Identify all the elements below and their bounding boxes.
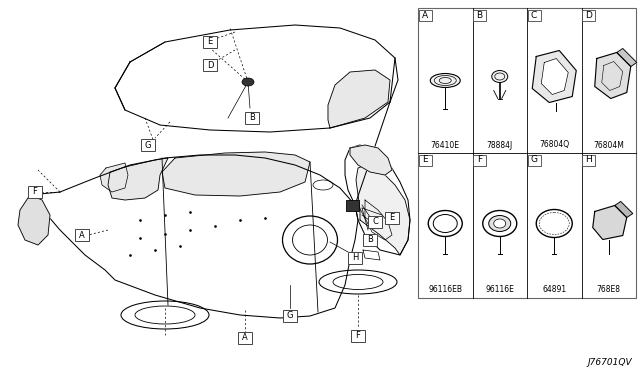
FancyBboxPatch shape xyxy=(385,212,399,224)
FancyBboxPatch shape xyxy=(368,216,382,228)
Polygon shape xyxy=(593,205,627,240)
Text: 64891: 64891 xyxy=(542,285,566,295)
FancyBboxPatch shape xyxy=(346,199,358,211)
Polygon shape xyxy=(162,152,310,196)
FancyBboxPatch shape xyxy=(141,139,155,151)
FancyBboxPatch shape xyxy=(238,332,252,344)
FancyBboxPatch shape xyxy=(245,112,259,124)
FancyBboxPatch shape xyxy=(203,36,217,48)
Text: F: F xyxy=(356,331,360,340)
FancyBboxPatch shape xyxy=(283,310,297,322)
FancyBboxPatch shape xyxy=(75,229,89,241)
Text: 96116E: 96116E xyxy=(485,285,514,295)
Ellipse shape xyxy=(493,219,506,228)
Text: B: B xyxy=(367,235,373,244)
FancyBboxPatch shape xyxy=(419,10,431,20)
Text: 76804Q: 76804Q xyxy=(539,141,570,150)
FancyBboxPatch shape xyxy=(203,59,217,71)
Text: H: H xyxy=(585,155,592,164)
Polygon shape xyxy=(541,58,568,94)
Polygon shape xyxy=(350,145,392,175)
Polygon shape xyxy=(356,165,410,255)
Text: 76804M: 76804M xyxy=(593,141,624,150)
FancyBboxPatch shape xyxy=(419,154,431,166)
Ellipse shape xyxy=(430,74,460,87)
Polygon shape xyxy=(18,195,50,245)
FancyBboxPatch shape xyxy=(473,10,486,20)
Text: A: A xyxy=(242,334,248,343)
Text: D: D xyxy=(585,10,592,19)
Text: D: D xyxy=(207,61,213,70)
Text: E: E xyxy=(207,38,212,46)
Text: J76701QV: J76701QV xyxy=(588,358,632,367)
Text: G: G xyxy=(287,311,293,321)
Polygon shape xyxy=(328,70,390,128)
Text: E: E xyxy=(389,214,395,222)
FancyBboxPatch shape xyxy=(527,10,541,20)
Text: H: H xyxy=(352,253,358,263)
Polygon shape xyxy=(30,155,358,318)
Text: F: F xyxy=(33,187,37,196)
Text: 96116EB: 96116EB xyxy=(428,285,462,295)
FancyBboxPatch shape xyxy=(351,330,365,342)
Text: F: F xyxy=(477,155,482,164)
Text: 76410E: 76410E xyxy=(431,141,460,150)
Text: G: G xyxy=(531,155,538,164)
Polygon shape xyxy=(617,48,637,67)
FancyBboxPatch shape xyxy=(28,186,42,198)
FancyBboxPatch shape xyxy=(363,234,377,246)
Text: 768E8: 768E8 xyxy=(596,285,621,295)
FancyBboxPatch shape xyxy=(582,10,595,20)
Text: E: E xyxy=(422,155,428,164)
FancyBboxPatch shape xyxy=(473,154,486,166)
Bar xyxy=(418,8,636,298)
FancyBboxPatch shape xyxy=(527,154,541,166)
Text: B: B xyxy=(249,113,255,122)
Ellipse shape xyxy=(242,78,254,86)
Text: B: B xyxy=(476,10,483,19)
Polygon shape xyxy=(345,145,410,255)
Text: A: A xyxy=(422,10,428,19)
Text: G: G xyxy=(145,141,151,150)
FancyBboxPatch shape xyxy=(348,252,362,264)
Polygon shape xyxy=(108,158,168,200)
Polygon shape xyxy=(115,25,398,132)
Text: C: C xyxy=(531,10,537,19)
Ellipse shape xyxy=(492,71,508,83)
Text: A: A xyxy=(79,231,85,240)
FancyBboxPatch shape xyxy=(582,154,595,166)
Polygon shape xyxy=(615,202,633,218)
Polygon shape xyxy=(532,51,576,103)
Polygon shape xyxy=(100,163,128,192)
Text: C: C xyxy=(372,218,378,227)
Text: 78884J: 78884J xyxy=(486,141,513,150)
Ellipse shape xyxy=(489,215,511,231)
Polygon shape xyxy=(595,52,631,99)
